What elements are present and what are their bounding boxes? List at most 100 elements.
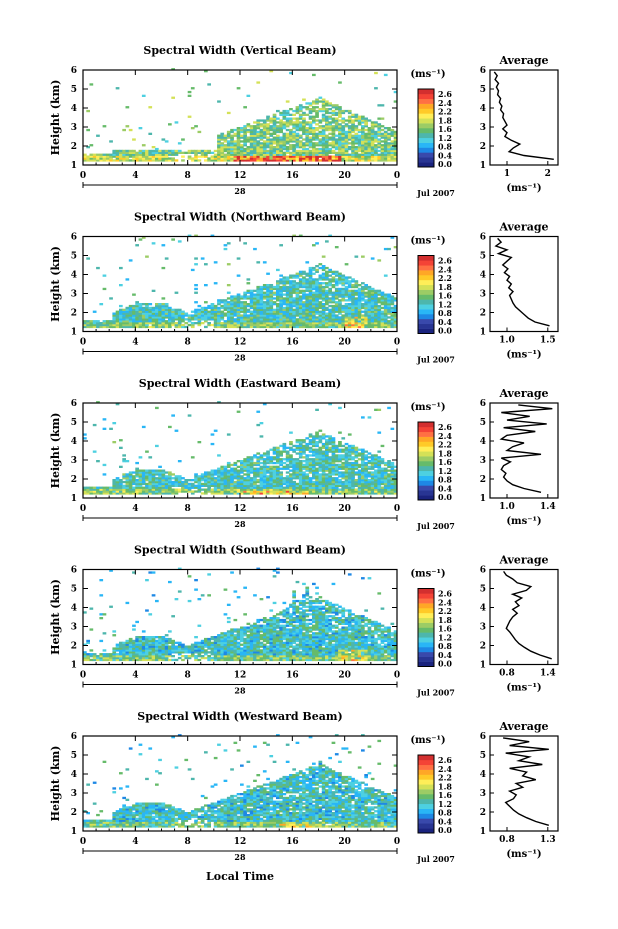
heatmap-cell xyxy=(318,287,323,291)
heatmap-cell xyxy=(390,159,395,162)
heatmap-cell xyxy=(210,469,215,472)
heatmap-cell xyxy=(158,308,162,311)
heatmap-cell xyxy=(374,87,378,90)
heatmap-cell xyxy=(181,310,185,313)
heatmap-cell xyxy=(253,454,257,457)
average-x-tick-label: 2 xyxy=(545,169,551,179)
heatmap-cell xyxy=(289,291,293,294)
heatmap-cell xyxy=(246,320,251,323)
heatmap-cell xyxy=(325,301,329,304)
heatmap-cell xyxy=(312,132,316,135)
heatmap-cell xyxy=(164,140,169,143)
heatmap-cell xyxy=(334,293,339,296)
heatmap-cell xyxy=(325,276,329,279)
heatmap-cell xyxy=(338,471,342,474)
heatmap-cell xyxy=(305,322,310,325)
heatmap-cell xyxy=(285,140,290,143)
heatmap-cell xyxy=(236,274,241,277)
heatmap-cell xyxy=(377,469,382,472)
heatmap-cell xyxy=(253,303,257,306)
heatmap-cell xyxy=(383,488,388,491)
heatmap-cell xyxy=(99,613,104,616)
heatmap-cell xyxy=(138,306,143,310)
heatmap-cell xyxy=(338,149,342,153)
heatmap-cell xyxy=(305,442,310,446)
average-y-tick-label: 3 xyxy=(480,456,486,466)
heatmap-cell xyxy=(351,291,355,294)
heatmap-cell xyxy=(158,153,162,156)
heatmap-cell xyxy=(292,463,296,467)
heatmap-cell xyxy=(240,477,244,480)
heatmap-cell xyxy=(161,138,166,141)
heatmap-cell xyxy=(148,306,153,310)
heatmap-cell xyxy=(321,98,326,101)
x-tick-label: 0 xyxy=(80,171,86,181)
heatmap-cell xyxy=(292,461,296,465)
heatmap-cell xyxy=(351,136,355,139)
colorbar-swatch xyxy=(418,422,434,428)
heatmap-cell xyxy=(289,446,293,449)
heatmap-cell xyxy=(168,159,172,162)
heatmap-cell xyxy=(377,486,382,489)
heatmap-cell xyxy=(321,291,326,294)
heatmap-cell xyxy=(325,297,329,300)
heatmap-cell xyxy=(347,461,352,465)
heatmap-cell xyxy=(338,272,342,275)
heatmap-cell xyxy=(102,427,107,430)
heatmap-cell xyxy=(292,458,296,461)
heatmap-cell xyxy=(161,482,166,486)
heatmap-cell xyxy=(210,490,215,493)
heatmap-cell xyxy=(292,138,296,141)
heatmap-cell xyxy=(145,471,149,474)
colorbar-swatch xyxy=(418,255,434,261)
heatmap-cell xyxy=(370,473,375,476)
heatmap-cell xyxy=(383,306,388,310)
heatmap-cell xyxy=(128,312,133,315)
heatmap-cell xyxy=(380,469,385,472)
heatmap-cell xyxy=(361,484,365,487)
heatmap-cell xyxy=(370,144,375,147)
heatmap-cell xyxy=(187,486,192,489)
heatmap-cell xyxy=(125,484,130,487)
heatmap-cell xyxy=(194,477,198,480)
heatmap-cell xyxy=(285,285,290,289)
heatmap-cell xyxy=(351,293,355,296)
heatmap-cell xyxy=(223,149,228,153)
heatmap-cell xyxy=(272,157,277,160)
heatmap-cell xyxy=(383,157,388,160)
heatmap-cell xyxy=(295,153,300,156)
heatmap-cell xyxy=(240,127,244,130)
heatmap-cell xyxy=(230,151,234,154)
heatmap-cell xyxy=(380,444,385,448)
heatmap-cell xyxy=(230,130,234,134)
heatmap-cell xyxy=(148,471,153,474)
heatmap-cell xyxy=(334,484,339,487)
heatmap-cell xyxy=(302,467,306,470)
heatmap-cell xyxy=(158,310,162,313)
heatmap-cell xyxy=(318,439,323,442)
heatmap-cell xyxy=(262,325,267,329)
heatmap-cell xyxy=(259,134,264,137)
heatmap-cell xyxy=(279,297,283,300)
heatmap-cell xyxy=(308,144,313,147)
heatmap-cell xyxy=(266,320,270,323)
y-tick-label: 1 xyxy=(71,161,77,171)
heatmap-cell xyxy=(351,121,355,124)
heatmap-cell xyxy=(220,147,225,151)
heatmap-cell xyxy=(262,303,267,306)
heatmap-cell xyxy=(341,461,346,465)
colorbar-swatch xyxy=(418,441,434,447)
heatmap-cell xyxy=(305,272,310,275)
heatmap-cell xyxy=(119,304,123,308)
heatmap-cell xyxy=(282,153,287,156)
heatmap-cell xyxy=(262,479,267,482)
heatmap-cell xyxy=(276,471,280,474)
heatmap-cell xyxy=(230,144,234,147)
colorbar-swatch xyxy=(418,309,434,315)
heatmap-cell xyxy=(361,285,365,289)
heatmap-cell xyxy=(341,463,346,467)
heatmap-cell xyxy=(308,127,313,130)
heatmap-cell xyxy=(282,486,287,489)
heatmap-cell xyxy=(318,450,323,453)
heatmap-cell xyxy=(168,479,172,482)
